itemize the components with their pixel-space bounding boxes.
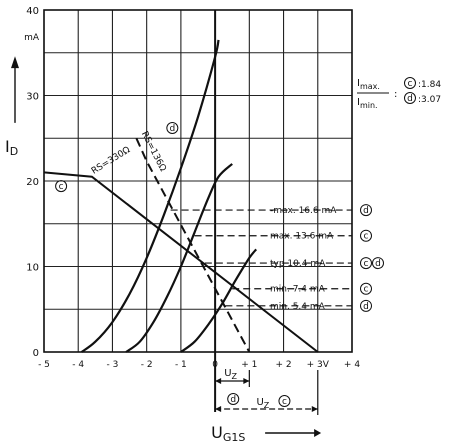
tick-labels: - 5 - 4 - 3 - 2 - 1 0 + 1 + 2 + 3V + 4 0 10 20 30 40 mA <box>24 6 360 370</box>
level-circle-d-letter: d <box>363 206 369 216</box>
ratio-value: :1.84 <box>418 80 441 90</box>
span-circle-ring <box>227 393 240 405</box>
y-tick-label: 0 <box>33 348 39 359</box>
load-line <box>135 137 251 353</box>
level-label: max. 13.6 mA <box>270 232 334 242</box>
level-label: min. 5.4 mA <box>270 302 326 312</box>
ratio-circle-letter: c <box>408 79 413 89</box>
x-tick-label: - 4 <box>72 360 84 370</box>
chart-labels: RS=330ΩcRS=136ΩdIDUG1SImax.Imin.:c:1.84d… <box>5 56 441 444</box>
span-arrow-right <box>311 406 318 412</box>
level-circle-d-ring <box>372 257 384 270</box>
level-circle-c-letter: c <box>364 259 369 269</box>
level-circle-d: d <box>372 257 384 270</box>
y-axis-arrow-head <box>11 56 19 69</box>
x-axis-arrow-head <box>314 429 322 437</box>
level-circle-c: c <box>360 257 372 270</box>
ratio-circle: d <box>404 92 416 104</box>
span-arrow-left <box>215 406 222 412</box>
span-arrow-right <box>243 378 250 384</box>
x-tick-label: + 3V <box>307 360 330 370</box>
x-tick-label: + 4 <box>344 360 360 370</box>
load-line-circle-letter: c <box>59 182 64 192</box>
span-circle-letter: c <box>282 397 287 407</box>
y-tick-label: 30 <box>26 92 39 103</box>
x-tick-label: - 3 <box>107 360 119 370</box>
x-tick-label: - 1 <box>175 360 187 370</box>
span-label: UZ <box>256 397 269 410</box>
transfer-curve <box>180 248 258 353</box>
ratio-circle-ring <box>404 92 416 104</box>
span-circle-letter: d <box>230 395 236 405</box>
y-tick-label: 20 <box>26 177 39 188</box>
load-line-circle: d <box>166 121 179 134</box>
load-line-circle-ring <box>55 180 68 193</box>
level-circle-d-letter: d <box>363 302 369 312</box>
level-circle-d-ring <box>360 204 372 217</box>
load-line-circle: c <box>55 180 68 193</box>
x-tick-label: + 1 <box>241 360 257 370</box>
ratio-denominator: Imin. <box>357 97 378 110</box>
span-circle: d <box>227 393 240 405</box>
span-arrow-left <box>215 378 222 384</box>
load-line-circle-ring <box>166 121 179 134</box>
plot-border <box>43 9 353 353</box>
grid-lines <box>43 9 353 353</box>
load-line-label: RS=330Ω <box>90 145 132 177</box>
level-circle-c-ring <box>360 282 372 295</box>
x-axis-label: UG1S <box>211 423 245 444</box>
transfer-curve <box>80 39 220 353</box>
level-circle-d-letter: d <box>375 259 381 269</box>
transfer-curves <box>80 39 258 353</box>
y-unit-label: mA <box>24 33 40 43</box>
ratio-circle-ring <box>404 77 416 89</box>
level-circle-c-letter: c <box>364 285 369 295</box>
ratio-circle-letter: d <box>407 94 413 104</box>
load-lines <box>43 137 319 353</box>
level-circle-c: c <box>360 229 372 242</box>
load-line-circle-letter: d <box>169 124 175 134</box>
x-tick-label: - 5 <box>38 360 50 370</box>
level-circle-c-ring <box>360 257 372 270</box>
x-tick-label: - 2 <box>141 360 153 370</box>
span-circle: c <box>278 395 291 407</box>
level-circle-c: c <box>360 282 372 295</box>
load-line <box>43 171 319 353</box>
y-tick-label: 10 <box>26 263 39 274</box>
ratio-circle: c <box>404 77 416 89</box>
span-circle-ring <box>278 395 291 407</box>
plot-frame <box>43 9 353 412</box>
level-label: typ 10.4 mA <box>270 259 326 269</box>
level-circle-c-ring <box>360 229 372 242</box>
ratio-value: :3.07 <box>418 95 441 105</box>
ratio-colon: : <box>394 89 397 100</box>
level-label: min. 7.4 mA <box>270 285 326 295</box>
x-tick-label: + 2 <box>275 360 291 370</box>
y-axis-label: ID <box>5 137 18 158</box>
level-circle-d: d <box>360 204 372 217</box>
level-circle-d-ring <box>360 299 372 312</box>
y-tick-label: 40 <box>26 6 39 17</box>
transfer-curve <box>125 163 233 353</box>
level-circle-c-letter: c <box>364 232 369 242</box>
level-label: -max. 16.6 mA <box>270 206 337 216</box>
ratio-numerator: Imax. <box>357 78 380 91</box>
span-label: UZ <box>224 368 237 381</box>
level-circle-d: d <box>360 299 372 312</box>
x-tick-label: 0 <box>212 360 218 370</box>
